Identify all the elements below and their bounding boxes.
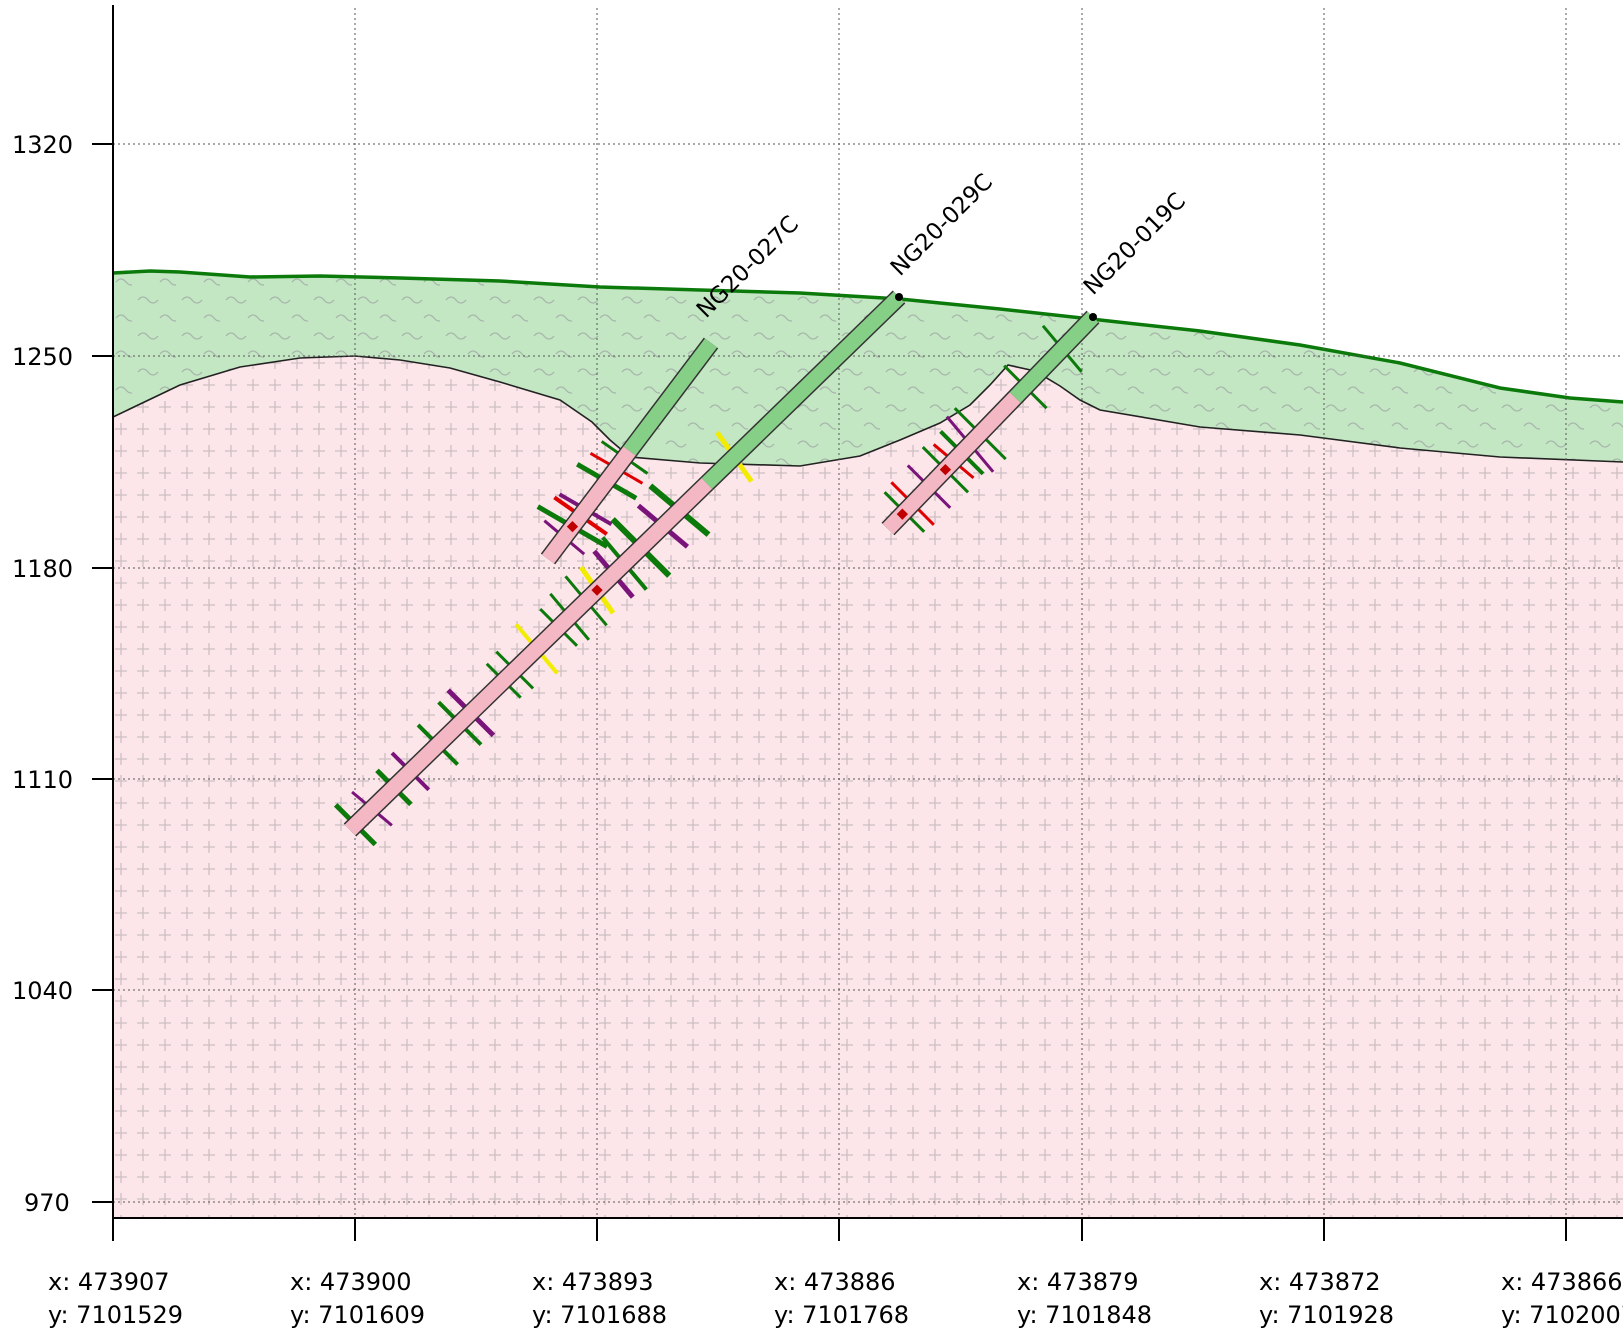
sample-marker bbox=[566, 520, 579, 533]
geology-units bbox=[113, 269, 1623, 1218]
x-tick-northing: y: 7101688 bbox=[532, 1301, 667, 1329]
x-tick-northing: y: 7101768 bbox=[774, 1301, 909, 1329]
x-tick-northing: y: 7101928 bbox=[1259, 1301, 1394, 1329]
topography-line bbox=[113, 269, 1623, 404]
drill-hole-trace[interactable] bbox=[540, 337, 719, 565]
y-tick-label: 1320 bbox=[12, 131, 73, 159]
lower-unit-pattern bbox=[113, 356, 1623, 1218]
hole-label[interactable]: NG20-019C bbox=[1079, 188, 1191, 300]
y-tick-label: 970 bbox=[24, 1189, 70, 1217]
x-tick-northing: y: 7102007 bbox=[1501, 1301, 1623, 1329]
sample-marker bbox=[591, 584, 603, 596]
collar-marker bbox=[895, 293, 903, 301]
drill-hole-trace[interactable] bbox=[343, 290, 906, 837]
x-tick-northing: y: 7101529 bbox=[48, 1301, 183, 1329]
y-tick-label: 1040 bbox=[12, 977, 73, 1005]
drill-holes bbox=[343, 290, 1100, 837]
axes bbox=[112, 5, 1623, 1219]
collar-marker bbox=[1089, 313, 1097, 321]
x-tick-northing: y: 7101609 bbox=[290, 1301, 425, 1329]
hole-label[interactable]: NG20-029C bbox=[886, 169, 998, 281]
x-tick-easting: x: 473893 bbox=[532, 1268, 654, 1296]
y-axis: 1320 1250 1180 1110 1040 970 bbox=[12, 131, 113, 1217]
x-tick-northing: y: 7101848 bbox=[1017, 1301, 1152, 1329]
drill-hole-trace[interactable] bbox=[881, 310, 1100, 536]
unit-contact-line bbox=[113, 355, 1623, 467]
x-tick-easting: x: 473907 bbox=[48, 1268, 170, 1296]
y-tick-label: 1250 bbox=[12, 343, 73, 371]
x-tick-easting: x: 473872 bbox=[1259, 1268, 1381, 1296]
y-tick-label: 1180 bbox=[12, 555, 73, 583]
x-tick-easting: x: 473886 bbox=[774, 1268, 896, 1296]
x-axis: x: 473907 y: 7101529 x: 473900 y: 710160… bbox=[48, 1218, 1623, 1329]
sample-marker bbox=[939, 463, 952, 476]
upper-unit-pattern bbox=[113, 271, 1623, 466]
x-tick-easting: x: 473900 bbox=[290, 1268, 412, 1296]
structure-intervals bbox=[333, 324, 1083, 847]
x-tick-easting: x: 473879 bbox=[1017, 1268, 1139, 1296]
x-tick-easting: x: 473866 bbox=[1501, 1268, 1623, 1296]
y-tick-label: 1110 bbox=[12, 766, 73, 794]
grid-lines bbox=[113, 8, 1623, 1218]
sample-marker bbox=[896, 508, 909, 520]
